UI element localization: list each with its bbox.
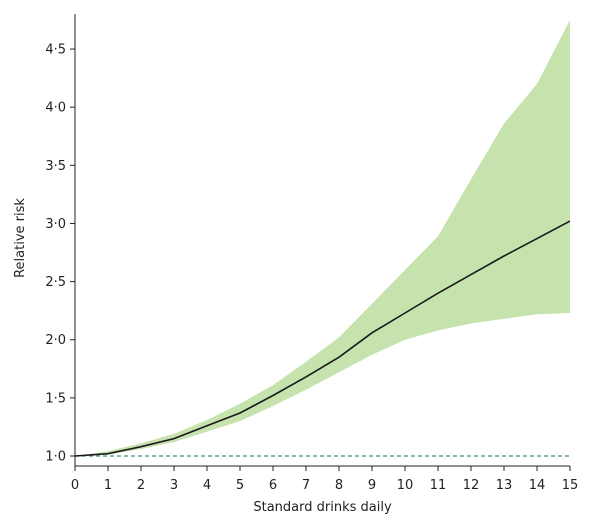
x-tick-label: 9 <box>368 478 376 493</box>
y-tick-label: 4·0 <box>45 101 66 116</box>
y-tick-label: 1·5 <box>45 391 66 406</box>
x-axis-title: Standard drinks daily <box>253 500 392 515</box>
y-tick-label: 1·0 <box>45 450 66 465</box>
confidence-band <box>75 20 570 456</box>
x-tick-label: 0 <box>71 478 79 493</box>
x-tick-label: 7 <box>302 478 310 493</box>
x-tick-label: 5 <box>236 478 244 493</box>
x-tick-label: 11 <box>430 478 447 493</box>
y-tick-label: 3·0 <box>45 217 66 232</box>
x-tick-label: 2 <box>137 478 145 493</box>
x-tick-label: 4 <box>203 478 211 493</box>
x-tick-label: 13 <box>496 478 513 493</box>
y-tick-label: 3·5 <box>45 159 66 174</box>
x-tick-label: 6 <box>269 478 277 493</box>
y-tick-label: 2·5 <box>45 275 66 290</box>
x-tick-label: 15 <box>562 478 579 493</box>
x-tick-label: 12 <box>463 478 480 493</box>
y-tick-label: 2·0 <box>45 333 66 348</box>
x-tick-label: 8 <box>335 478 343 493</box>
x-tick-label: 1 <box>104 478 112 493</box>
x-tick-label: 3 <box>170 478 178 493</box>
x-tick-label: 14 <box>529 478 546 493</box>
y-tick-label: 4·5 <box>45 43 66 58</box>
y-axis-title: Relative risk <box>13 198 28 278</box>
x-tick-label: 10 <box>397 478 414 493</box>
risk-line <box>74 220 571 457</box>
